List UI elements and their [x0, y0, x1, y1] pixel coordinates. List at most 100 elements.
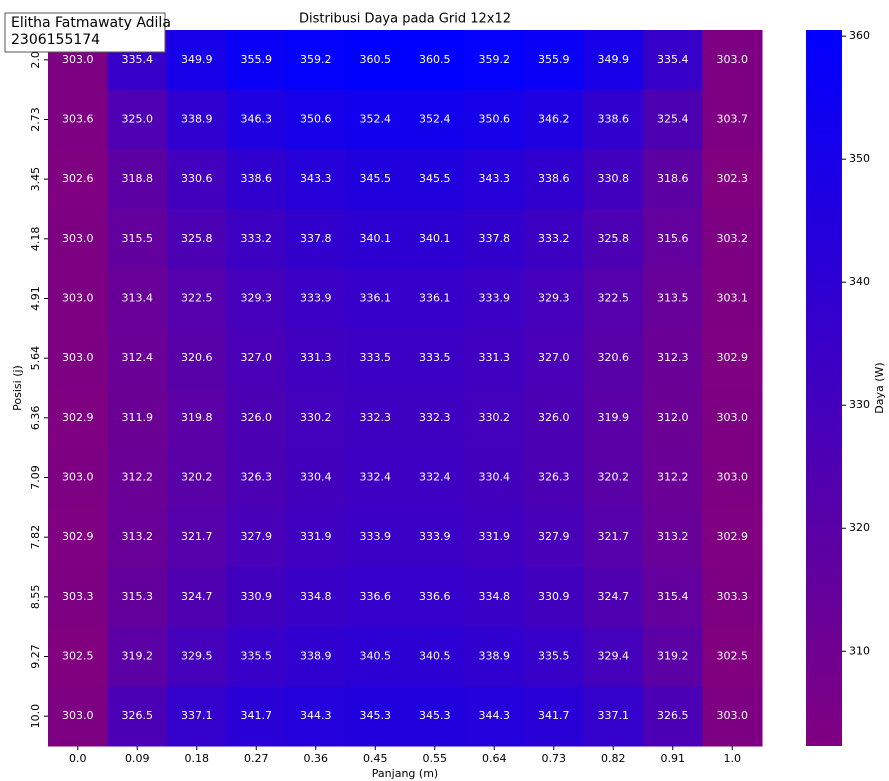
heatmap-cell — [107, 507, 168, 568]
heatmap-cell — [524, 268, 584, 329]
heatmap-cell — [405, 447, 465, 508]
heatmap-cell — [286, 686, 346, 747]
cell-label: 350.6 — [479, 113, 511, 126]
cell-label: 340.1 — [360, 232, 392, 245]
heatmap-cell — [226, 209, 287, 270]
cell-label: 325.0 — [122, 113, 154, 126]
heatmap-cell — [405, 328, 465, 389]
cell-label: 355.9 — [241, 53, 273, 66]
cell-label: 335.5 — [538, 650, 570, 663]
y-tick-label: 7.09 — [29, 465, 42, 490]
cell-label: 330.2 — [300, 411, 332, 424]
annotation-box — [4, 12, 166, 53]
heatmap-cell — [524, 328, 584, 389]
heatmap-cell — [345, 89, 406, 150]
heatmap-cell — [643, 209, 703, 270]
heatmap-cell — [643, 89, 703, 150]
heatmap-cell — [464, 328, 525, 389]
colorbar-tick-label: 330 — [849, 398, 870, 411]
cell-label: 315.3 — [122, 590, 154, 603]
heatmap-cell — [226, 388, 287, 449]
colorbar-tick-label: 340 — [849, 275, 870, 288]
heatmap-cell — [226, 507, 287, 568]
cell-label: 336.6 — [360, 590, 392, 603]
heatmap-cell — [48, 388, 108, 449]
x-tick-label: 0.82 — [601, 752, 626, 765]
heatmap-cell — [464, 447, 525, 508]
cell-label: 331.3 — [479, 351, 511, 364]
heatmap-cell — [405, 268, 465, 329]
cell-label: 312.2 — [657, 471, 689, 484]
cell-label: 333.9 — [360, 530, 392, 543]
heatmap-cell — [107, 209, 168, 270]
heatmap-cell — [702, 507, 763, 568]
cell-label: 313.5 — [657, 292, 689, 305]
heatmap-cell — [464, 30, 525, 91]
cell-label: 330.4 — [479, 471, 511, 484]
heatmap-cell — [583, 209, 644, 270]
heatmap-cell — [107, 567, 168, 628]
heatmap-cell — [583, 507, 644, 568]
heatmap-cell — [643, 328, 703, 389]
y-tick-label: 2.73 — [29, 107, 42, 132]
x-tick-label: 0.64 — [482, 752, 507, 765]
heatmap-cell — [643, 30, 703, 91]
cell-label: 336.1 — [360, 292, 392, 305]
cell-label: 335.5 — [241, 650, 273, 663]
cell-label: 325.8 — [598, 232, 630, 245]
heatmap-cell — [464, 388, 525, 449]
heatmap-cell — [345, 149, 406, 210]
cell-label: 338.9 — [479, 650, 511, 663]
cell-label: 327.0 — [538, 351, 570, 364]
cell-label: 330.2 — [479, 411, 511, 424]
heatmap-cell — [48, 507, 108, 568]
cell-label: 312.3 — [657, 351, 689, 364]
cell-label: 327.0 — [241, 351, 273, 364]
cell-label: 318.8 — [122, 172, 154, 185]
heatmap-cell — [48, 686, 108, 747]
cell-label: 312.0 — [657, 411, 689, 424]
cell-label: 319.2 — [657, 650, 689, 663]
annotation-text: Elitha Fatmawaty Adila — [11, 15, 171, 31]
cell-label: 346.3 — [241, 113, 273, 126]
heatmap-cell — [583, 626, 644, 687]
cell-label: 359.2 — [300, 53, 332, 66]
heatmap-cell — [226, 268, 287, 329]
cell-label: 320.6 — [181, 351, 213, 364]
cell-label: 313.4 — [122, 292, 154, 305]
heatmap-cell — [464, 268, 525, 329]
heatmap-cell — [107, 447, 168, 508]
cell-label: 319.9 — [598, 411, 630, 424]
x-tick-label: 0.27 — [244, 752, 269, 765]
cell-label: 302.5 — [717, 650, 749, 663]
colorbar-tick-label: 350 — [849, 152, 870, 165]
heatmap-cell — [643, 567, 703, 628]
heatmap-cell — [524, 149, 584, 210]
cell-label: 303.7 — [717, 113, 749, 126]
y-tick-label: 2.0 — [29, 51, 42, 68]
cell-label: 333.9 — [479, 292, 511, 305]
heatmap-cell — [167, 507, 227, 568]
heatmap-cell — [345, 626, 406, 687]
heatmap-cell — [107, 626, 168, 687]
cell-label: 333.2 — [241, 232, 273, 245]
heatmap-cell — [524, 567, 584, 628]
heatmap-cell — [405, 149, 465, 210]
cell-label: 318.6 — [657, 172, 689, 185]
cell-label: 352.4 — [419, 113, 451, 126]
cell-label: 303.6 — [62, 113, 94, 126]
heatmap-cell — [702, 149, 763, 210]
cell-label: 303.0 — [717, 709, 749, 722]
heatmap-cell — [286, 626, 346, 687]
cell-label: 333.9 — [419, 530, 451, 543]
cell-label: 302.9 — [62, 530, 94, 543]
heatmap-cell — [464, 89, 525, 150]
cell-label: 349.9 — [181, 53, 213, 66]
heatmap-cell — [226, 30, 287, 91]
heatmap-cell — [167, 328, 227, 389]
cell-label: 327.9 — [241, 530, 273, 543]
cell-label: 332.4 — [360, 471, 392, 484]
cell-label: 322.5 — [181, 292, 213, 305]
heatmap-cell — [405, 30, 465, 91]
